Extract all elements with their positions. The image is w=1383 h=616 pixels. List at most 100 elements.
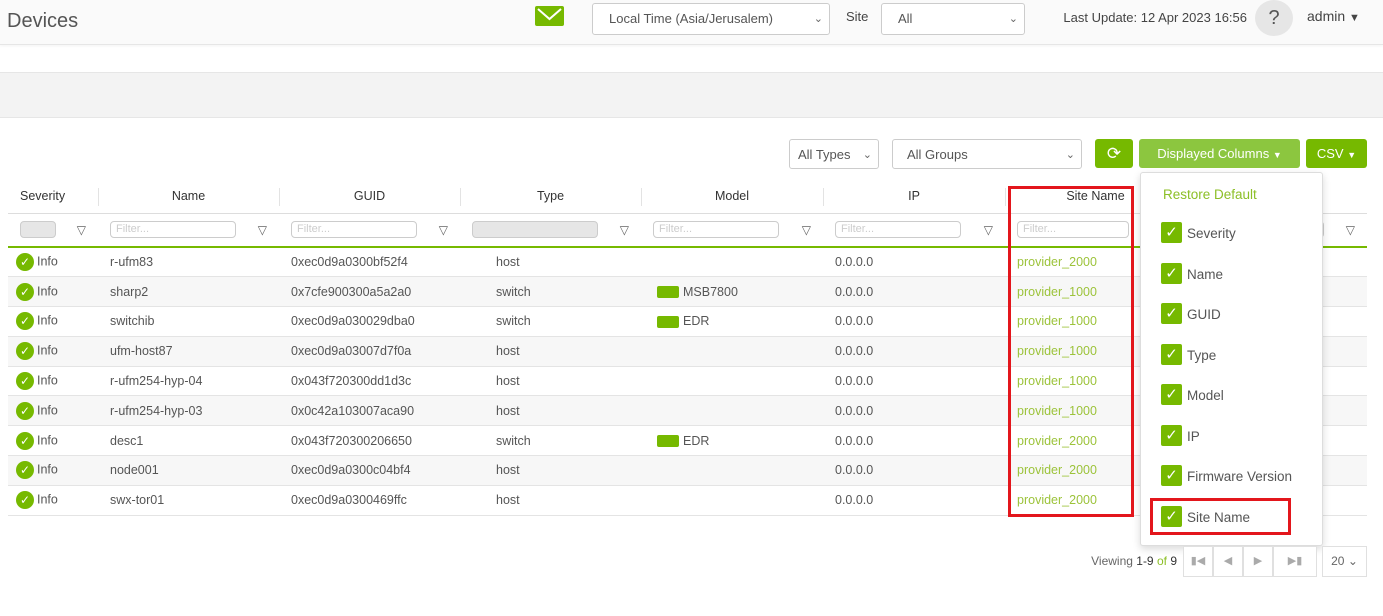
name-cell: ufm-host87 xyxy=(98,336,279,367)
filter-funnel-icon[interactable]: ▽ xyxy=(438,222,448,237)
timezone-select[interactable]: Local Time (Asia/Jerusalem) ⌄ xyxy=(592,3,830,35)
page-size-select[interactable]: 20 ⌄ xyxy=(1322,546,1367,577)
device-model: EDR xyxy=(683,314,710,329)
user-name: admin xyxy=(1307,8,1346,24)
model-cell xyxy=(641,485,823,516)
displayed-columns-button[interactable]: Displayed Columns ▼ xyxy=(1139,139,1300,168)
column-header-ip[interactable]: IP xyxy=(823,180,1005,214)
column-toggle-item[interactable]: ✓ Firmware Version xyxy=(1161,465,1292,487)
chevron-down-icon: ▼ xyxy=(1349,12,1360,24)
chevron-down-icon: ⌄ xyxy=(1008,13,1018,25)
device-ip: 0.0.0.0 xyxy=(835,463,874,478)
checkbox-checked-icon[interactable]: ✓ xyxy=(1161,262,1182,284)
mail-icon[interactable] xyxy=(535,6,564,26)
next-page-button[interactable]: ▶ xyxy=(1243,546,1273,577)
last-page-button[interactable]: ▶▮ xyxy=(1273,546,1317,577)
column-toggle-label: Severity xyxy=(1187,226,1236,241)
filter-funnel-icon[interactable]: ▽ xyxy=(983,222,993,237)
name-cell: r-ufm254-hyp-04 xyxy=(98,366,279,397)
checkbox-checked-icon[interactable]: ✓ xyxy=(1161,465,1182,486)
column-filter-input[interactable]: Filter... xyxy=(835,221,961,239)
device-ip: 0.0.0.0 xyxy=(835,284,874,299)
column-header-severity[interactable]: Severity xyxy=(8,180,98,214)
refresh-icon: ⟳ xyxy=(1106,144,1122,163)
column-toggle-item[interactable]: ✓ Type xyxy=(1161,343,1216,366)
device-site-name: provider_1000 xyxy=(1017,284,1097,299)
column-toggle-item[interactable]: ✓ Name xyxy=(1161,262,1223,285)
column-filter-input[interactable]: Filter... xyxy=(291,221,417,239)
column-toggle-item[interactable]: ✓ IP xyxy=(1161,424,1200,447)
model-cell xyxy=(641,247,823,278)
first-page-button[interactable]: ▮◀ xyxy=(1183,546,1213,577)
user-menu[interactable]: admin ▼ xyxy=(1307,8,1360,24)
severity-text: Info xyxy=(37,283,58,298)
device-guid: 0xec0d9a0300bf52f4 xyxy=(291,255,408,270)
csv-label: CSV xyxy=(1316,146,1344,161)
checkbox-checked-icon[interactable]: ✓ xyxy=(1161,384,1182,405)
column-header-guid[interactable]: GUID xyxy=(279,180,460,214)
column-toggle-item[interactable]: ✓ Severity xyxy=(1161,222,1236,244)
ip-cell: 0.0.0.0 xyxy=(823,247,1005,278)
device-site-name: provider_1000 xyxy=(1017,403,1097,418)
refresh-button[interactable]: ⟳ xyxy=(1095,139,1133,168)
check-circle-icon: ✓ xyxy=(16,253,34,272)
column-header-name[interactable]: Name xyxy=(98,180,279,214)
types-filter-select[interactable]: All Types ⌄ xyxy=(789,139,879,169)
type-filter-select[interactable] xyxy=(472,221,598,239)
pagination-info: Viewing 1-9 of 9 xyxy=(1091,554,1177,568)
groups-filter-select[interactable]: All Groups ⌄ xyxy=(892,139,1082,169)
checkbox-checked-icon[interactable]: ✓ xyxy=(1161,343,1182,365)
severity-text: Info xyxy=(37,373,58,388)
column-toggle-item[interactable]: ✓ Site Name xyxy=(1161,505,1250,528)
nvidia-logo-icon xyxy=(657,316,679,329)
column-filter-input[interactable]: Filter... xyxy=(1017,221,1129,239)
device-guid: 0xec0d9a03007d7f0a xyxy=(291,344,412,359)
filter-funnel-icon[interactable]: ▽ xyxy=(619,222,629,237)
help-button[interactable]: ? xyxy=(1255,0,1293,36)
table-row[interactable]: ✓ Info sharp2 0x7cfe900300a5a2a0 switch M… xyxy=(8,276,1367,308)
filter-funnel-icon[interactable]: ▽ xyxy=(1345,222,1355,237)
table-row[interactable]: ✓ Info desc1 0x043f720300206650 switch ED… xyxy=(8,425,1367,457)
filter-cell: ▽ xyxy=(8,213,98,248)
checkbox-checked-icon[interactable]: ✓ xyxy=(1161,303,1182,324)
restore-default-item[interactable]: Restore Default xyxy=(1163,187,1257,202)
ip-cell: 0.0.0.0 xyxy=(823,366,1005,397)
column-filter-input[interactable]: Filter... xyxy=(653,221,779,239)
type-cell: switch xyxy=(460,306,641,337)
severity-text: Info xyxy=(37,403,58,418)
filter-funnel-icon[interactable]: ▽ xyxy=(257,222,267,237)
table-row[interactable]: ✓ Info ufm-host87 0xec0d9a03007d7f0a host… xyxy=(8,336,1367,367)
severity-cell: ✓ Info xyxy=(8,366,98,397)
guid-cell: 0xec0d9a030029dba0 xyxy=(279,306,460,337)
csv-button[interactable]: CSV ▼ xyxy=(1306,139,1367,168)
name-cell: swx-tor01 xyxy=(98,485,279,516)
severity-filter-select[interactable] xyxy=(20,221,56,239)
site-select[interactable]: All ⌄ xyxy=(881,3,1025,35)
table-row[interactable]: ✓ Info swx-tor01 0xec0d9a0300469ffc host … xyxy=(8,485,1367,516)
site-name-option-highlight xyxy=(1150,498,1291,535)
filter-funnel-icon[interactable]: ▽ xyxy=(801,222,811,237)
filter-funnel-icon[interactable]: ▽ xyxy=(76,222,86,237)
groups-value: All Groups xyxy=(907,147,968,162)
nvidia-logo-icon xyxy=(657,286,679,299)
check-circle-icon: ✓ xyxy=(16,461,34,480)
device-site-name: provider_2000 xyxy=(1017,255,1097,270)
column-toggle-item[interactable]: ✓ Model xyxy=(1161,384,1224,406)
checkbox-checked-icon[interactable]: ✓ xyxy=(1161,424,1182,446)
column-header-model[interactable]: Model xyxy=(641,180,823,214)
checkbox-checked-icon[interactable]: ✓ xyxy=(1161,505,1182,527)
model-cell: EDR xyxy=(641,425,823,457)
checkbox-checked-icon[interactable]: ✓ xyxy=(1161,222,1182,243)
column-filter-input[interactable]: Filter... xyxy=(110,221,236,239)
severity-text: Info xyxy=(37,432,58,447)
column-toggle-label: Firmware Version xyxy=(1187,469,1293,484)
device-guid: 0xec0d9a0300469ffc xyxy=(291,493,407,508)
prev-page-button[interactable]: ◀ xyxy=(1213,546,1243,577)
device-guid: 0x043f720300206650 xyxy=(291,433,412,448)
type-cell: switch xyxy=(460,425,641,457)
column-toggle-item[interactable]: ✓ GUID xyxy=(1161,303,1221,325)
column-header-type[interactable]: Type xyxy=(460,180,641,214)
type-cell: host xyxy=(460,247,641,278)
guid-cell: 0x043f720300dd1d3c xyxy=(279,366,460,397)
table-row[interactable]: ✓ Info switchib 0xec0d9a030029dba0 switch… xyxy=(8,306,1367,337)
